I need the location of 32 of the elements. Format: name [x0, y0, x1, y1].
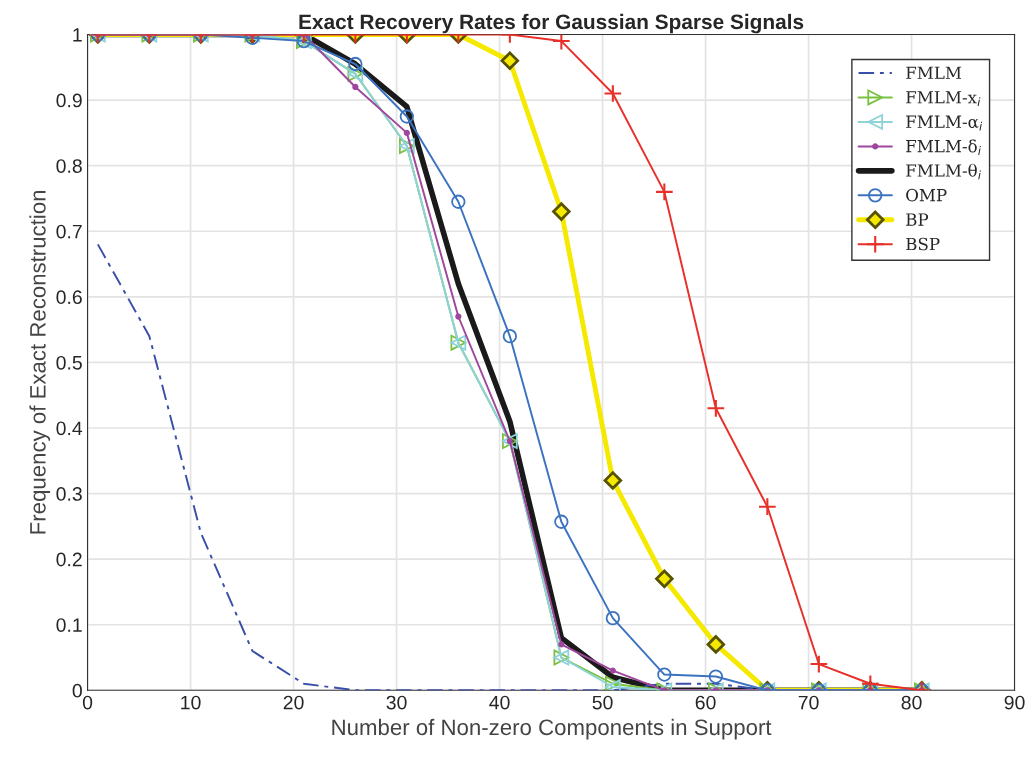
y-tick-label: 0.6: [56, 290, 82, 305]
x-tick-label: 20: [283, 695, 304, 710]
x-tick-label: 40: [489, 695, 510, 710]
x-tick-label: 80: [901, 695, 922, 710]
y-tick-label: 0.5: [56, 355, 82, 370]
legend-label: FMLM-x$_{i}$: [906, 91, 981, 107]
y-tick-label: 0: [72, 683, 82, 698]
legend-label: OMP: [906, 188, 947, 202]
chart-title: Exact Recovery Rates for Gaussian Sparse Signals: [299, 13, 804, 34]
y-tick-label: 0.1: [56, 618, 82, 632]
y-tick-label: 0.4: [56, 421, 83, 436]
y-tick-label: 0.8: [56, 159, 82, 173]
legend-label: BP: [906, 213, 929, 226]
y-tick-label: 0.9: [56, 93, 82, 108]
y-tick-label: 0.3: [56, 487, 82, 501]
legend-label: FMLM-α$_{i}$: [906, 115, 983, 131]
x-tick-label: 70: [798, 695, 819, 710]
legend-label: FMLM: [906, 66, 962, 79]
x-axis-title: Number of Non-zero Components in Support: [332, 718, 772, 740]
legend-label: BSP: [906, 237, 940, 251]
legend-label: FMLM-δ$_{i}$: [906, 139, 981, 155]
x-tick-label: 50: [592, 695, 613, 710]
x-tick-label: 60: [695, 695, 716, 710]
y-tick-label: 0.2: [56, 552, 82, 567]
x-tick-label: 30: [386, 695, 407, 710]
x-tick-label: 90: [1004, 695, 1025, 710]
y-axis-title: Frequency of Exact Reconstruction: [29, 190, 51, 534]
y-tick-label: 0.7: [56, 224, 82, 239]
x-tick-label: 10: [181, 695, 201, 710]
x-tick-label: 0: [82, 695, 93, 710]
y-tick-label: 1: [73, 28, 82, 42]
legend-label: FMLM-θ$_{i}$: [906, 163, 981, 180]
